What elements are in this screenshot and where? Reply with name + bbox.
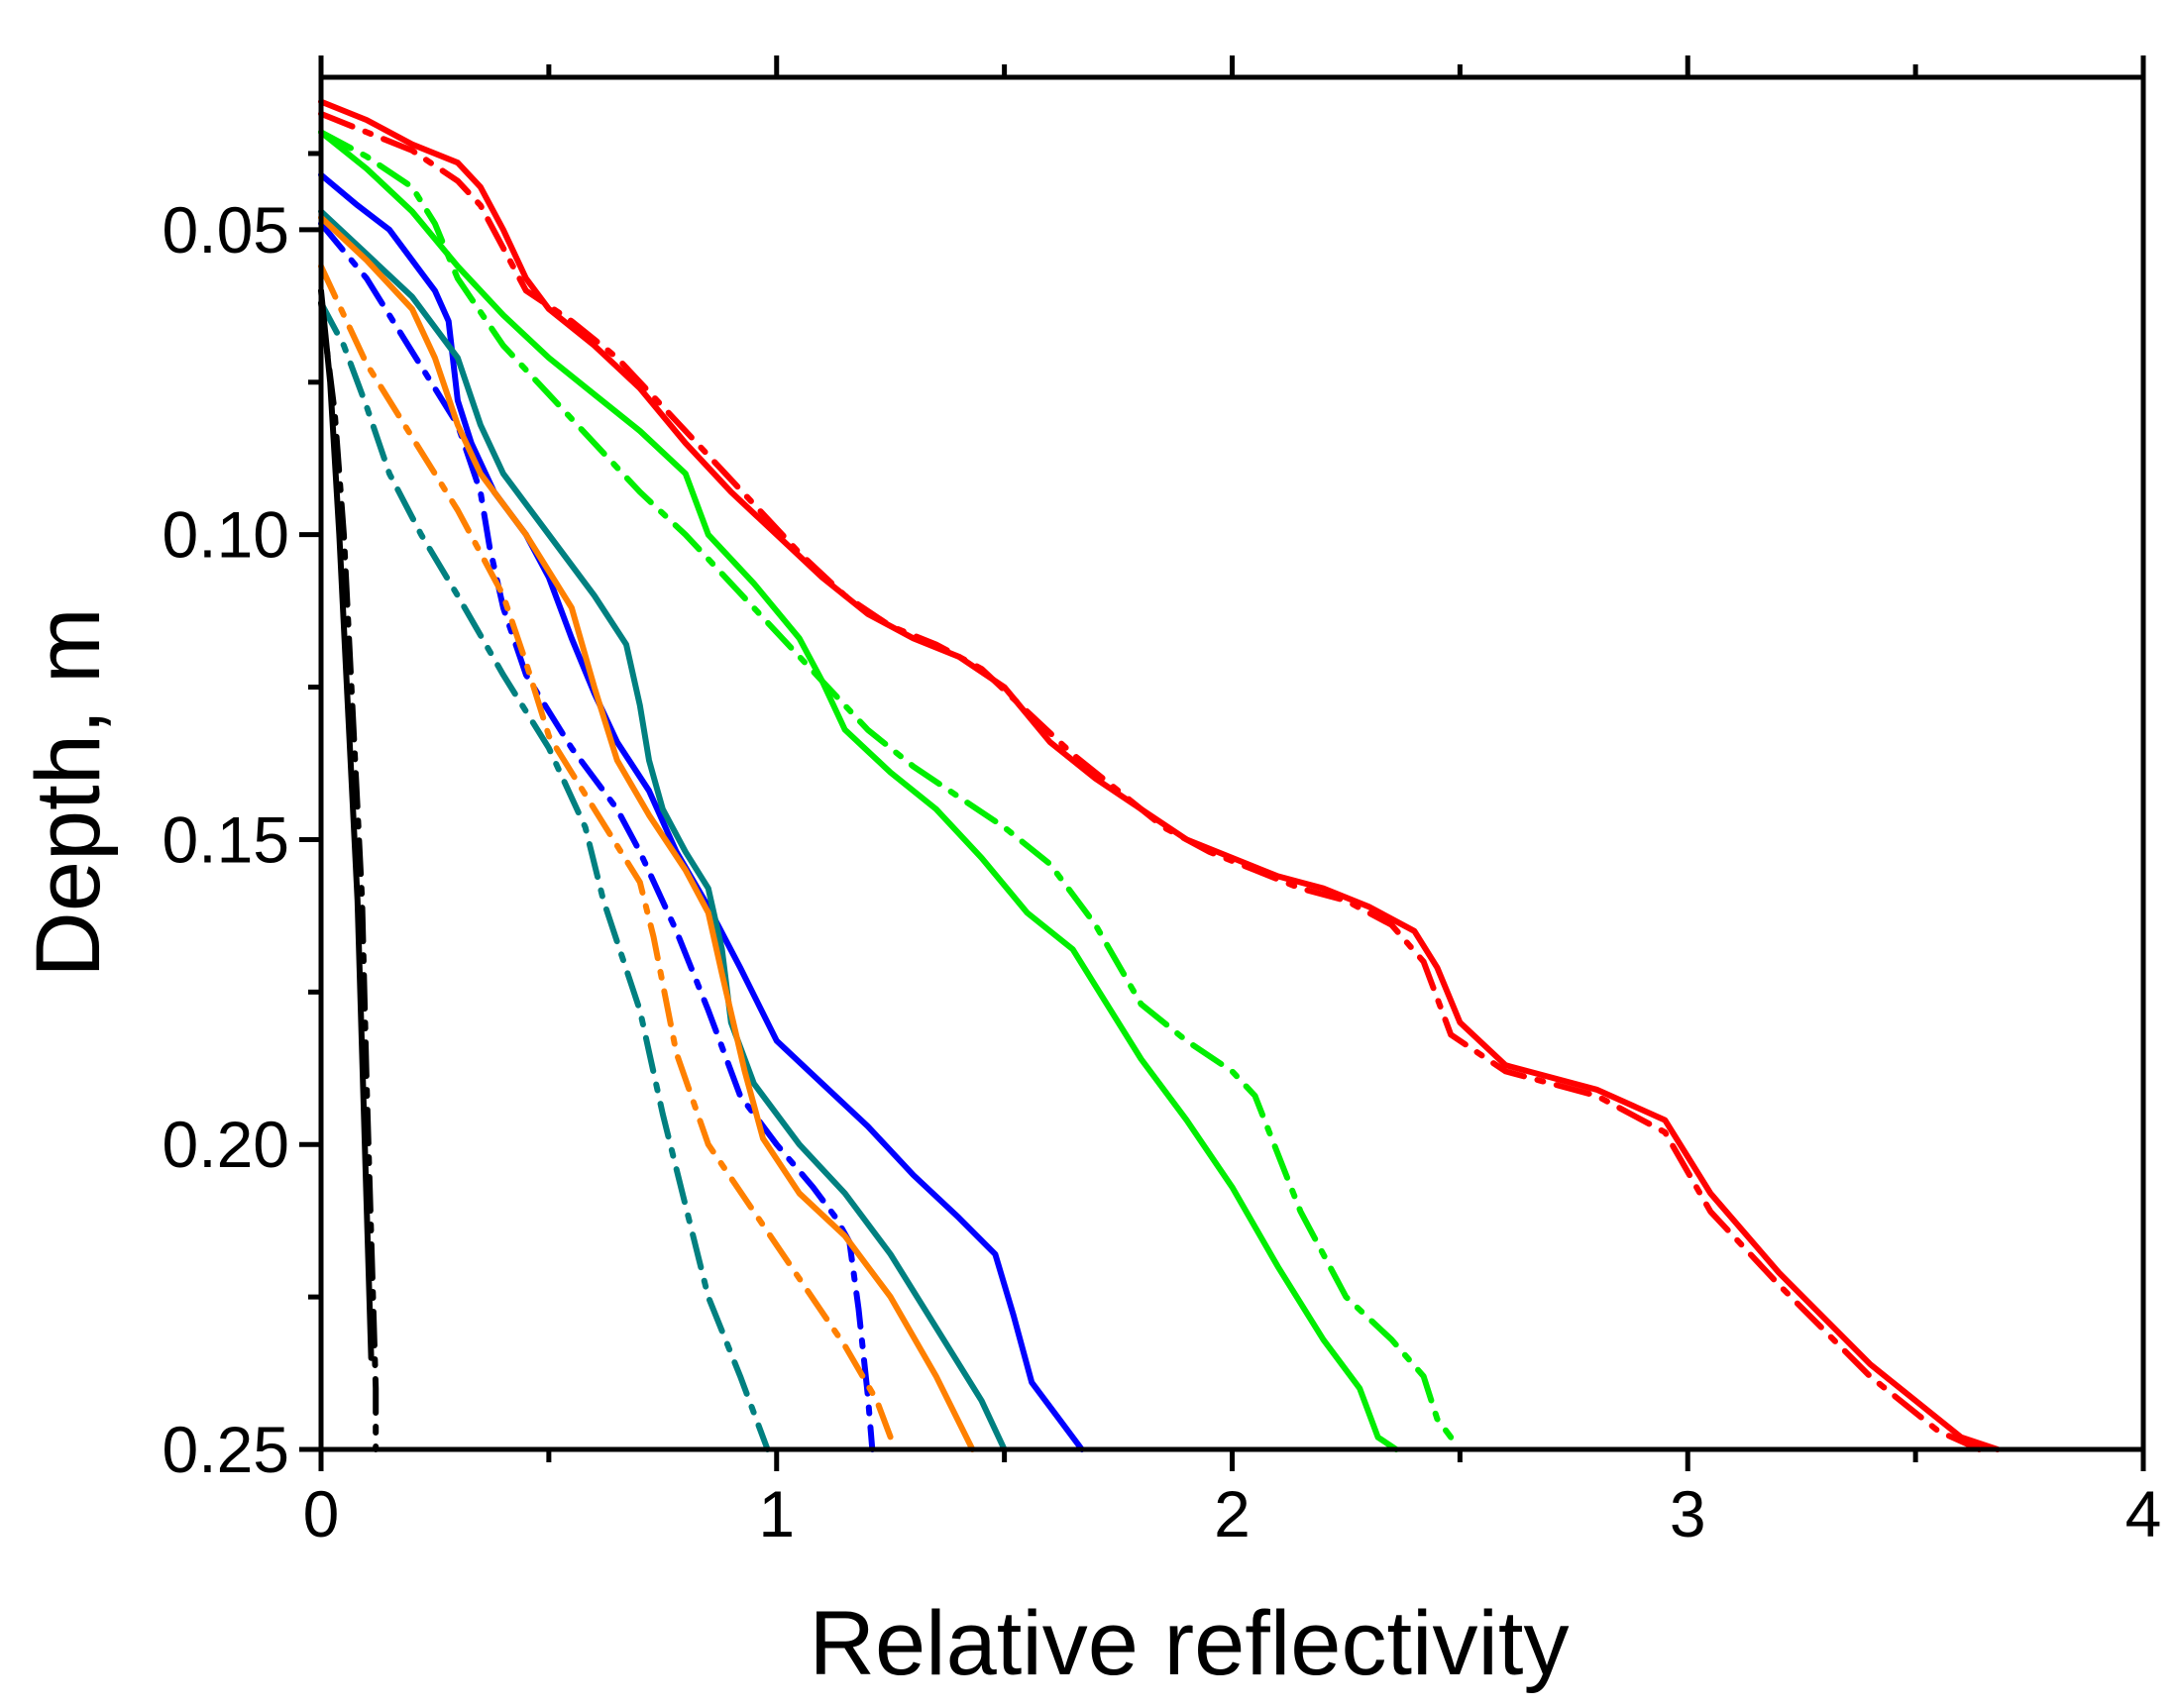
- y-tick-label: 0.10: [163, 498, 289, 572]
- x-tick-label: 4: [2125, 1477, 2162, 1550]
- series-line-blue-solid: [318, 171, 1085, 1452]
- y-axis-ticks: 0.05 0.10 0.15 0.20 0.25: [163, 151, 321, 1486]
- x-tick-label: 1: [758, 1477, 795, 1550]
- series-line-green-solid: [318, 129, 1399, 1452]
- series-line-green-dashdot: [318, 129, 1455, 1441]
- series-line-orange-solid: [318, 214, 976, 1452]
- y-tick-label: 0.15: [163, 802, 289, 876]
- y-tick-label: 0.25: [163, 1413, 289, 1486]
- series-line-red-solid: [318, 98, 2001, 1452]
- x-tick-label: 3: [1670, 1477, 1706, 1550]
- y-axis-title: Depth, m: [18, 607, 119, 977]
- series-line-teal-dashdot: [318, 299, 771, 1452]
- x-tick-label: 0: [303, 1477, 340, 1550]
- x-tick-label: 2: [1214, 1477, 1251, 1550]
- series-line-orange-dashdot: [318, 263, 899, 1452]
- series-layer: [318, 98, 2001, 1452]
- series-line-black-solid: [318, 287, 375, 1361]
- y-tick-label: 0.05: [163, 193, 289, 267]
- x-axis-title: Relative reflectivity: [810, 1593, 1570, 1694]
- series-line-red-dashdot: [318, 110, 1983, 1452]
- series-line-teal-solid: [318, 208, 1008, 1452]
- y-tick-label: 0.20: [163, 1108, 289, 1181]
- series-line-black-dashdot: [318, 299, 380, 1452]
- plot-frame: [318, 74, 2146, 1452]
- x-axis-ticks: 0 1 2 3 4: [303, 55, 2162, 1550]
